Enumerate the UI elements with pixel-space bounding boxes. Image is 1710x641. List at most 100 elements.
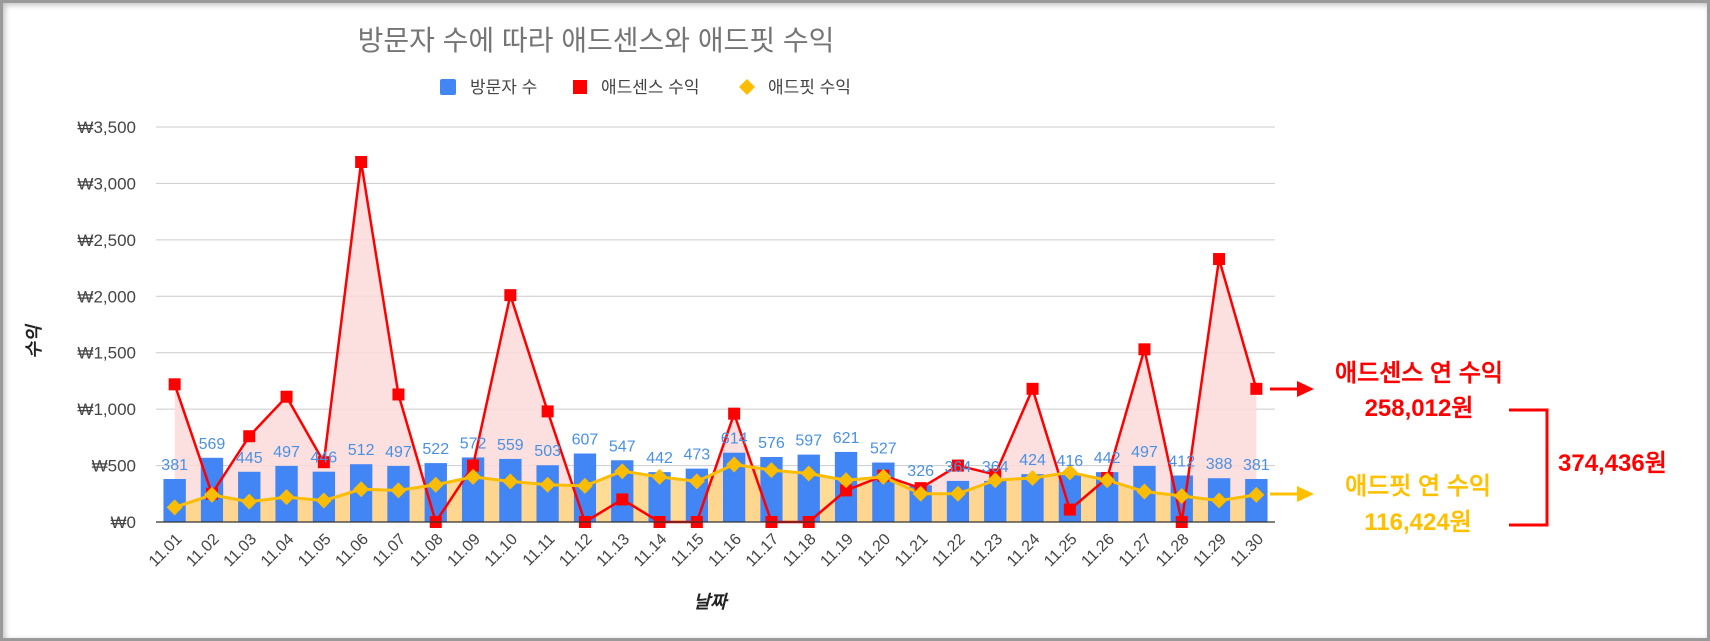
adfit-band-segment [857,477,873,522]
visitor-value-label: 381 [161,457,188,474]
visitor-value-label: 522 [422,441,449,458]
visitor-value-label: 446 [310,450,337,467]
adfit-band-segment [558,485,574,522]
adfit-point [353,481,370,498]
x-tick-label: 11.19 [817,531,857,571]
adfit-band-segment [1006,478,1022,522]
y-tick-label: ₩3,500 [77,118,136,137]
adsense-point [1026,382,1039,395]
adfit-band-segment [335,492,350,522]
adfit-band [185,466,1246,522]
adfit-point [278,489,295,506]
adfit-point [651,468,668,485]
adsense-annual-label: 애드센스 연 수익 [1335,360,1503,387]
visitor-bar [722,452,746,522]
visitor-value-label: 388 [1206,456,1233,473]
adfit-point [1099,472,1116,489]
adfit-point [987,472,1004,489]
visitor-bar [984,480,1007,522]
legend-visitors-swatch [440,79,456,95]
adfit-band-segment [1230,496,1246,522]
series-markers [166,155,1265,528]
x-tick-label: 11.15 [668,531,708,571]
x-axis-ticks: 11.0111.0211.0311.0411.0511.0611.0711.08… [146,531,1267,571]
y-tick-label: ₩0 [111,513,137,532]
adfit-point [912,485,929,502]
adfit-band-segment [1155,492,1171,522]
visitor-bar [499,458,522,522]
y-tick-label: ₩500 [92,457,136,476]
adfit-band-segment [670,478,686,522]
x-tick-label: 11.10 [482,531,522,571]
adfit-arrow-head [1297,486,1314,502]
adfit-band-segment [708,469,723,522]
adsense-point [728,407,741,420]
visitor-value-label: 497 [385,444,412,461]
y-tick-label: ₩2,500 [77,231,136,250]
adfit-point [1024,469,1041,486]
adfit-point [576,477,593,494]
x-tick-label: 11.24 [1004,531,1044,571]
adfit-point [166,499,183,516]
visitor-value-label: 512 [348,442,375,459]
legend-adfit-label: 애드핏 수익 [768,78,851,97]
total-annual-amount: 374,436원 [1558,450,1667,477]
adsense-point [467,459,480,472]
visitor-value-label: 473 [683,447,710,464]
adfit-band-segment [894,481,910,522]
x-tick-label: 11.16 [705,531,745,571]
visitor-value-label: 442 [1094,450,1121,467]
x-tick-label: 11.04 [258,531,298,571]
adsense-point [280,390,293,403]
adfit-point [614,463,631,480]
adsense-point [616,493,629,506]
adfit-band-segment [745,466,761,522]
x-tick-label: 11.21 [892,531,932,571]
x-tick-label: 11.22 [929,531,969,571]
visitor-value-label: 547 [609,438,636,455]
adfit-band-segment [297,498,313,522]
total-bracket [1509,408,1549,527]
visitor-value-label: 572 [460,435,487,452]
adsense-point [243,430,256,443]
visitor-value-label: 364 [982,459,1009,476]
y-tick-label: ₩1,500 [77,344,136,363]
annotations: 애드센스 연 수익 258,012원 애드핏 연 수익 116,424원 374… [1270,360,1667,536]
adfit-point [241,493,258,510]
legend-adsense-swatch [573,80,587,94]
x-axis-label: 날짜 [693,592,729,612]
adfit-point [726,456,743,473]
adsense-point [1250,382,1263,395]
adfit-band-segment [521,482,537,522]
y-axis-ticks: ₩0 ₩500 ₩1,000 ₩1,500 ₩2,000 ₩2,500 ₩3,000 ₩3,5… [77,118,136,532]
visitor-value-label: 424 [1019,452,1046,469]
adsense-arrow-head [1297,381,1314,397]
adfit-point [688,473,705,490]
legend-visitors-label: 방문자 수 [470,78,537,97]
adfit-point [1173,488,1190,505]
adfit-point [1061,464,1078,481]
adfit-band-segment [260,498,276,522]
y-tick-label: ₩1,000 [77,400,136,419]
legend-adsense-label: 애드센스 수익 [601,78,700,97]
visitor-value-label: 607 [572,431,599,448]
adfit-point [1211,492,1228,509]
adfit-point [875,468,892,485]
x-tick-label: 11.27 [1116,531,1156,571]
adfit-band-segment [185,498,201,522]
adfit-point [1136,483,1153,500]
y-axis-label: 수익 [24,323,44,359]
x-tick-label: 11.02 [183,531,223,571]
adsense-annual-amount: 258,012원 [1365,395,1474,422]
visitor-value-label: 527 [870,441,897,458]
adfit-band-segment [1118,483,1134,522]
x-tick-label: 11.26 [1078,531,1118,571]
adfit-band-segment [223,496,239,522]
adfit-band-segment [484,478,500,522]
adsense-point [355,155,368,168]
adfit-point [539,476,556,493]
adfit-band-segment [1081,474,1096,522]
visitor-value-label: 326 [907,463,934,480]
x-tick-label: 11.13 [594,531,634,571]
